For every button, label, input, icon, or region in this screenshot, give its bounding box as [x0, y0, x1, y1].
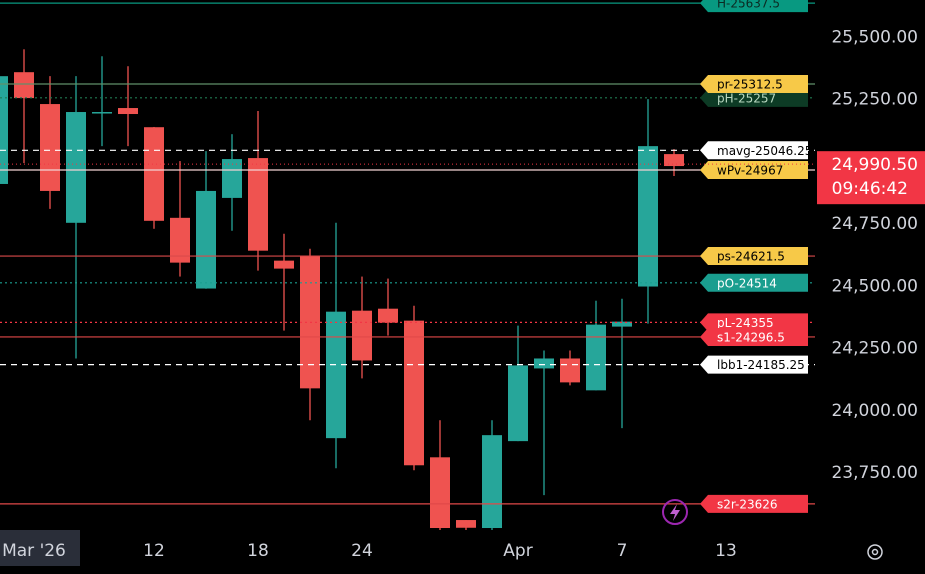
y-tick-label: 25,250.00	[831, 90, 918, 110]
level-label: mavg-25046.25	[717, 144, 812, 158]
price-label-box	[817, 151, 925, 205]
y-tick-label: 25,500.00	[831, 27, 918, 47]
candle-body	[612, 321, 632, 327]
price-label: 24,990.50	[831, 155, 918, 175]
candle-body	[40, 104, 60, 191]
level-label: pH-25257	[717, 91, 776, 105]
level-label-box	[700, 247, 808, 266]
y-tick-label: 23,750.00	[831, 463, 918, 483]
level-label: H-25637.5	[717, 0, 780, 11]
x-tick-label: Mar '26	[2, 541, 66, 561]
y-tick-label: 24,750.00	[831, 214, 918, 234]
candle-body	[222, 159, 242, 198]
level-label-box	[700, 273, 808, 292]
candle-body	[66, 112, 86, 223]
x-tick-label: 18	[247, 541, 269, 561]
alert-icon-bolt	[670, 504, 680, 521]
candle-body	[144, 127, 164, 221]
candle-body	[326, 311, 346, 439]
y-tick-label: 24,250.00	[831, 339, 918, 359]
level-label: pL-24355	[717, 316, 774, 330]
level-label: wPv-24967	[717, 164, 783, 178]
level-label: s2r-23626	[717, 497, 778, 511]
candle-body	[92, 112, 112, 114]
candle-body	[248, 158, 268, 251]
candle-body	[664, 154, 684, 167]
candle-body	[638, 146, 658, 287]
settings-icon-center	[871, 548, 879, 556]
plot-area	[0, 49, 684, 530]
level-label: lbb1-24185.25	[717, 358, 805, 372]
level-label-box	[700, 355, 808, 374]
price-axis: 23,750.00 24,000.00 24,250.00 24,500.00 24,7…	[831, 27, 918, 483]
level-label-box	[700, 88, 808, 107]
x-tick-label: Apr	[503, 541, 532, 561]
candle-body	[118, 108, 138, 115]
candle-body	[274, 260, 294, 269]
countdown-label: 09:46:42	[832, 179, 908, 199]
candle-body	[170, 217, 190, 263]
level-label: pr-25312.5	[717, 78, 783, 92]
level-label-box	[700, 0, 808, 13]
candle-body	[534, 358, 554, 369]
candle-body	[404, 320, 424, 466]
level-label-box	[700, 75, 808, 94]
x-tick-label: 7	[617, 541, 628, 561]
level-label-box	[700, 161, 808, 180]
candle-body	[352, 310, 372, 361]
x-cursor-label-box	[0, 530, 80, 566]
level-label-box	[700, 313, 808, 332]
y-tick-label: 24,500.00	[831, 276, 918, 296]
level-label: pO-24514	[717, 276, 777, 290]
candle-body	[14, 72, 34, 99]
candle-body	[456, 520, 476, 528]
candle-body	[430, 457, 450, 529]
x-tick-label: 13	[715, 541, 737, 561]
candle-body	[586, 324, 606, 391]
level-label: ps-24621.5	[717, 250, 785, 264]
level-label: s1-24296.5	[717, 330, 785, 344]
level-label-box	[700, 141, 808, 160]
candle-body	[508, 365, 528, 442]
x-tick-label: 12	[143, 541, 165, 561]
candle-body	[0, 76, 8, 184]
candle-body	[560, 358, 580, 383]
level-label-box	[700, 494, 808, 513]
candle-body	[196, 190, 216, 289]
x-tick-label: 24	[351, 541, 373, 561]
settings-icon[interactable]	[867, 544, 883, 560]
y-tick-label: 24,000.00	[831, 401, 918, 421]
alert-icon[interactable]	[662, 499, 688, 525]
level-label-box	[700, 327, 808, 346]
candle-body	[378, 308, 398, 323]
candle-body	[482, 435, 502, 529]
